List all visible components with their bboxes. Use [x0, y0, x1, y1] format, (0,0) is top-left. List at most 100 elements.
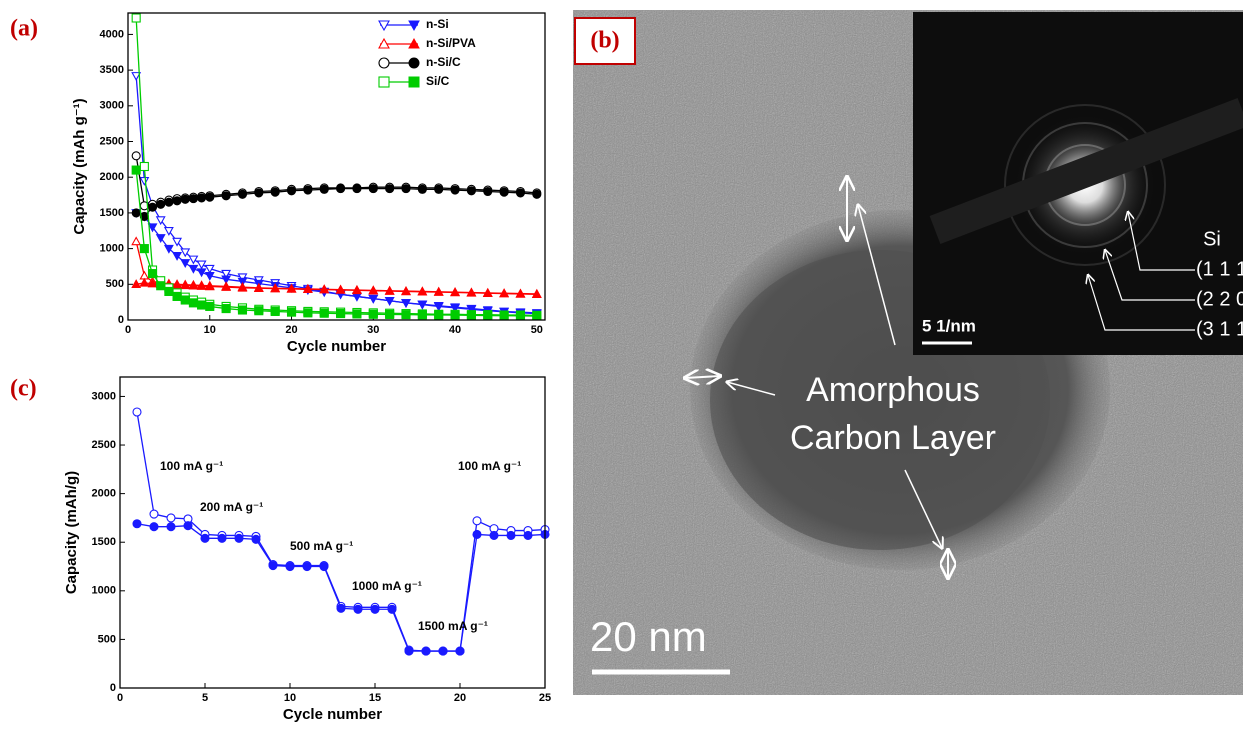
data-point [418, 185, 426, 193]
data-point [238, 306, 246, 314]
data-point [181, 195, 189, 203]
data-point [173, 292, 181, 300]
x-tick-label: 20 [285, 324, 297, 336]
data-point [484, 312, 492, 320]
data-point [189, 256, 197, 263]
legend-marker [379, 77, 389, 87]
data-point [320, 563, 328, 571]
data-point [402, 185, 410, 193]
data-point [222, 192, 230, 200]
data-point [435, 311, 443, 319]
data-point [132, 209, 140, 217]
x-tick-label: 25 [539, 692, 551, 704]
scale-bar-label: 20 nm [590, 613, 707, 660]
data-point [304, 309, 312, 317]
data-point [405, 647, 413, 655]
y-tick-label: 2500 [92, 439, 116, 451]
y-tick-label: 3000 [100, 100, 124, 112]
data-point [271, 307, 279, 315]
data-point [533, 312, 541, 320]
legend-label: Si/C [426, 74, 450, 88]
data-point [388, 605, 396, 613]
annotation: 500 mA g⁻¹ [290, 539, 353, 553]
legend-label: n-Si/C [426, 55, 461, 69]
data-point [473, 517, 481, 525]
y-tick-label: 3500 [100, 64, 124, 76]
data-point [304, 186, 312, 194]
data-point [286, 563, 294, 571]
data-point [132, 152, 140, 160]
plot-frame [128, 13, 545, 320]
plot-area [132, 14, 541, 320]
y-tick-label: 1500 [92, 536, 116, 548]
y-tick-label: 500 [98, 633, 116, 645]
data-point [533, 190, 541, 198]
annotation: 200 mA g⁻¹ [200, 500, 263, 514]
y-tick-label: 0 [110, 682, 116, 694]
series-line [136, 189, 537, 217]
data-point [150, 523, 158, 531]
plane-label: (1 1 1) [1196, 258, 1243, 280]
data-point [255, 189, 263, 197]
plot-area [133, 408, 549, 655]
data-point [369, 185, 377, 193]
data-point [165, 287, 173, 295]
x-tick-label: 5 [202, 692, 208, 704]
data-point [402, 311, 410, 319]
legend-marker [409, 77, 419, 87]
data-point [252, 535, 260, 543]
y-tick-label: 3000 [92, 390, 116, 402]
x-tick-label: 50 [531, 324, 543, 336]
data-point [140, 245, 148, 253]
data-point [467, 187, 475, 195]
annotation: Carbon Layer [790, 419, 996, 457]
data-point [157, 200, 165, 208]
data-point [133, 408, 141, 416]
data-point [198, 261, 206, 268]
panel-label: (c) [10, 376, 37, 402]
data-point [198, 194, 206, 202]
data-point [150, 510, 158, 518]
data-point [435, 185, 443, 193]
y-tick-label: 2500 [100, 135, 124, 147]
data-point [516, 312, 524, 320]
data-point [354, 605, 362, 613]
legend-marker [409, 58, 419, 68]
data-point [320, 309, 328, 317]
data-point [439, 647, 447, 655]
x-tick-label: 0 [125, 324, 131, 336]
plane-label: (3 1 1) [1196, 318, 1243, 340]
data-point [418, 311, 426, 319]
data-point [181, 296, 189, 304]
data-point [337, 310, 345, 318]
x-tick-label: 15 [369, 692, 381, 704]
y-tick-label: 500 [106, 278, 124, 290]
data-point [206, 193, 214, 201]
data-point [201, 534, 209, 542]
data-point [422, 647, 430, 655]
inset-scale-label: 5 1/nm [922, 316, 976, 335]
data-point [238, 190, 246, 198]
data-point [206, 302, 214, 310]
y-axis-label: Capacity (mAh g⁻¹) [71, 98, 88, 234]
data-point [198, 301, 206, 309]
data-point [456, 647, 464, 655]
plane-label: (2 2 0) [1196, 288, 1243, 310]
data-point [132, 237, 140, 244]
data-point [369, 310, 377, 318]
data-point [500, 312, 508, 320]
y-tick-label: 0 [118, 314, 124, 326]
data-point [140, 178, 148, 185]
x-tick-label: 40 [449, 324, 461, 336]
data-point [189, 265, 197, 272]
panel-label: (b) [590, 28, 619, 54]
data-point [467, 311, 475, 319]
data-point [222, 305, 230, 313]
series-line [137, 412, 545, 651]
x-axis-label: Cycle number [287, 338, 386, 355]
x-tick-label: 10 [204, 324, 216, 336]
data-point [167, 523, 175, 531]
figure: (b) Amorphous Carbon Layer 20 nm 5 1/nm … [0, 0, 1243, 735]
series-line [136, 18, 537, 315]
plot-frame [120, 377, 545, 688]
